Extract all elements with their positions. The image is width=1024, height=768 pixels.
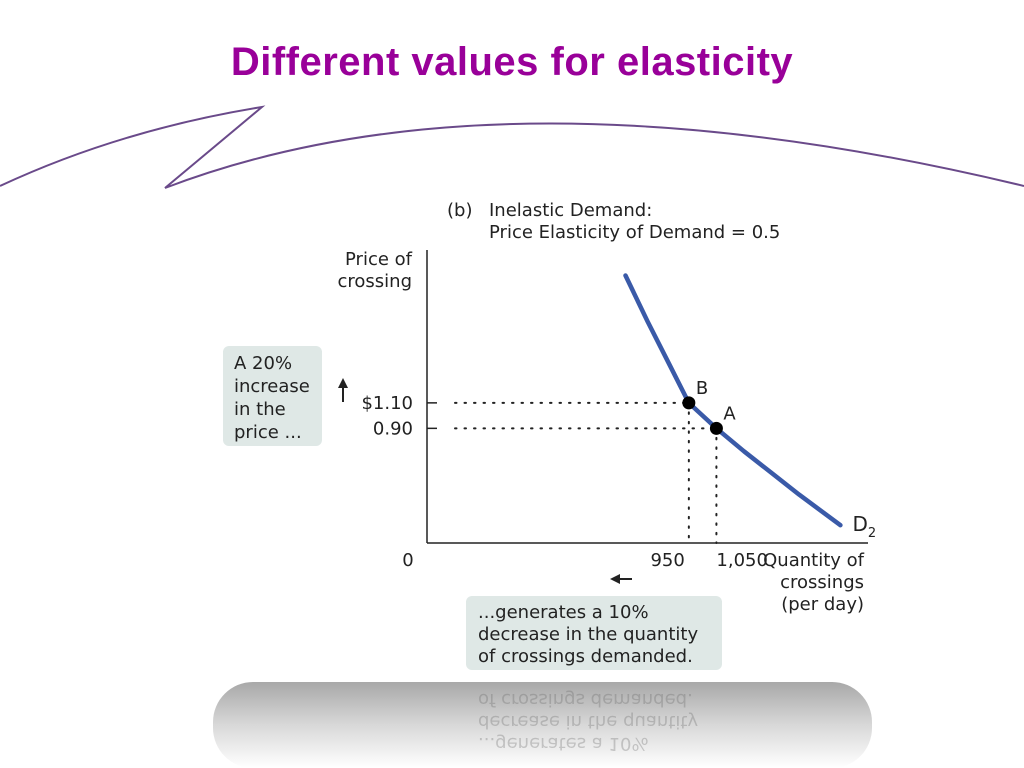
y-tick-label: 0.90 bbox=[373, 418, 413, 439]
header-swoosh bbox=[0, 105, 1024, 189]
price-callout-line: increase bbox=[234, 376, 310, 397]
point-a bbox=[709, 421, 723, 435]
chart-heading-1: Inelastic Demand: bbox=[489, 200, 652, 221]
quantity-callout-line: of crossings demanded. bbox=[478, 646, 693, 667]
point-label-b: B bbox=[696, 378, 708, 399]
reflection-text: of crossings demanded. bbox=[478, 689, 693, 710]
chart-heading-2: Price Elasticity of Demand = 0.5 bbox=[489, 222, 780, 243]
quantity-callout-line: decrease in the quantity bbox=[478, 624, 698, 645]
y-tick-label: $1.10 bbox=[361, 393, 413, 414]
point-label-a: A bbox=[723, 403, 736, 424]
figure-panel bbox=[213, 198, 872, 676]
origin-label: 0 bbox=[402, 550, 413, 571]
y-axis-label: Price of bbox=[345, 249, 413, 270]
x-axis-label: crossings bbox=[780, 572, 864, 593]
point-b bbox=[682, 396, 696, 410]
price-callout-line: in the bbox=[234, 399, 286, 420]
panel-label: (b) bbox=[447, 200, 472, 221]
quantity-left-arrow bbox=[610, 574, 632, 584]
price-callout-box bbox=[223, 346, 322, 446]
price-up-arrow bbox=[338, 378, 348, 402]
reflection-text: ...generates a 10% bbox=[478, 733, 649, 754]
price-callout-line: price ... bbox=[234, 422, 302, 443]
x-tick-label: 950 bbox=[650, 550, 684, 571]
price-callout-line: A 20% bbox=[234, 353, 292, 374]
slide-title: Different values for elasticity bbox=[230, 40, 794, 84]
figure-reflection: of crossings demanded. decrease in the q… bbox=[213, 682, 872, 768]
x-axis-label: (per day) bbox=[781, 594, 864, 615]
x-tick-label: 1,050 bbox=[716, 550, 768, 571]
x-axis-label: Quantity of bbox=[763, 550, 865, 571]
quantity-callout-box bbox=[466, 596, 722, 670]
demand-curve-d2 bbox=[623, 273, 843, 528]
quantity-callout-line: ...generates a 10% bbox=[478, 602, 649, 623]
y-axis-label: crossing bbox=[337, 271, 412, 292]
reflection-text: decrease in the quantity bbox=[478, 711, 698, 732]
